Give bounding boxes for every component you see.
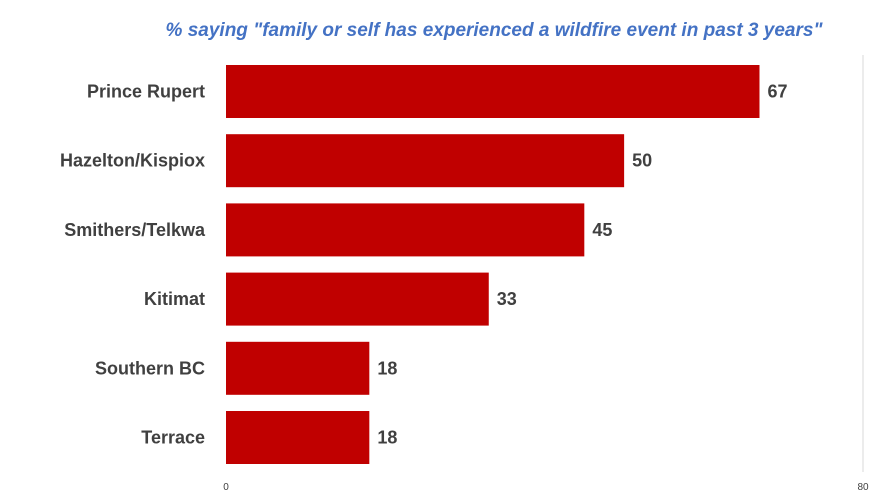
category-label: Southern BC	[95, 358, 205, 378]
bar	[226, 203, 585, 257]
x-tick-label: 0	[223, 482, 229, 493]
data-label: 67	[767, 82, 787, 102]
bar	[226, 341, 370, 395]
category-label: Smithers/Telkwa	[64, 220, 206, 240]
bar	[226, 65, 760, 118]
category-label: Terrace	[141, 428, 205, 448]
category-label: Kitimat	[144, 289, 205, 309]
data-label: 18	[377, 358, 397, 378]
data-label: 18	[377, 428, 397, 448]
data-label: 45	[592, 220, 612, 240]
data-label: 33	[497, 289, 517, 309]
data-label: 50	[632, 151, 652, 171]
bar	[226, 411, 370, 464]
bar	[226, 272, 489, 326]
bar	[226, 134, 625, 188]
chart-title: % saying "family or self has experienced…	[165, 20, 823, 41]
category-label: Prince Rupert	[87, 82, 205, 102]
x-tick-label: 80	[857, 482, 869, 493]
category-label: Hazelton/Kispiox	[60, 151, 205, 171]
